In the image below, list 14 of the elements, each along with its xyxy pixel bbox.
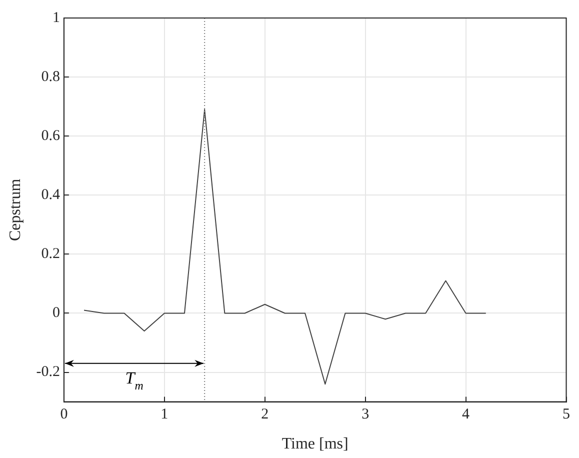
y-tick-label: 0 bbox=[52, 305, 60, 322]
y-tick-label: 0.8 bbox=[41, 68, 60, 85]
y-tick-label: -0.2 bbox=[36, 364, 60, 380]
y-tick-label: 0.4 bbox=[41, 187, 60, 204]
x-axis-title: Time [ms] bbox=[282, 436, 348, 453]
x-tick-label: 3 bbox=[362, 406, 370, 423]
x-tick-label: 5 bbox=[562, 406, 570, 423]
y-tick-label: 1 bbox=[52, 10, 60, 26]
y-axis-title: Cepstrum bbox=[6, 178, 24, 242]
x-tick-label: 1 bbox=[160, 406, 168, 423]
y-tick-label: 0.6 bbox=[41, 128, 60, 144]
x-tick-label: 4 bbox=[462, 406, 470, 423]
y-tick-label: 0.2 bbox=[41, 246, 60, 262]
x-tick-label: 2 bbox=[261, 406, 269, 423]
